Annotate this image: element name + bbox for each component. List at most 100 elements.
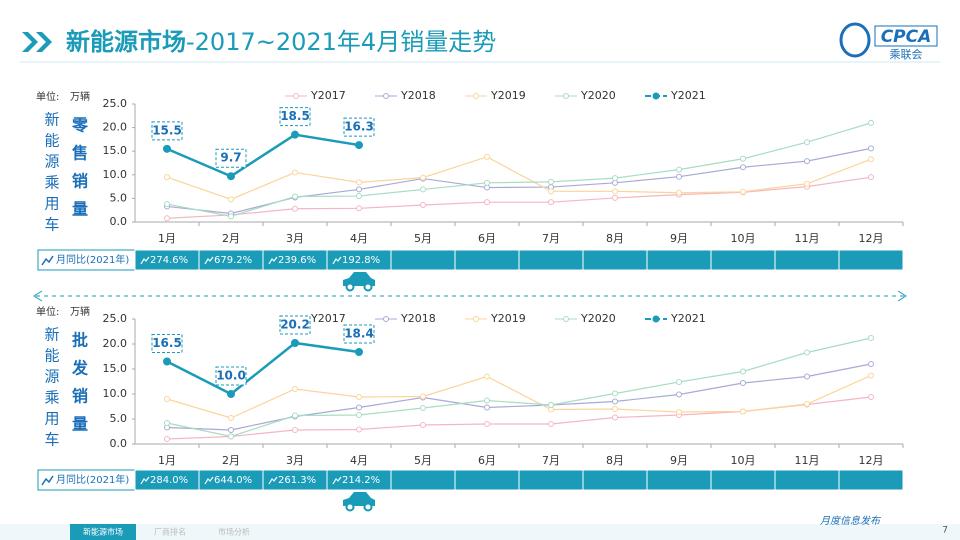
metric-label: 售 xyxy=(72,144,88,163)
series-marker xyxy=(484,153,490,160)
series-line xyxy=(166,122,872,217)
series-marker xyxy=(868,145,874,152)
series-marker xyxy=(804,349,810,356)
series-marker xyxy=(228,213,234,220)
logo-text: CPCA xyxy=(881,27,932,47)
side-label: 用 xyxy=(44,410,59,428)
car-wheel xyxy=(345,502,355,512)
yoy-value: 261.3% xyxy=(278,475,316,486)
title-chevron xyxy=(22,32,52,52)
series-marker xyxy=(163,357,171,366)
series-line xyxy=(166,341,360,396)
legend-label: Y2020 xyxy=(580,312,616,325)
yoy-cell xyxy=(838,249,904,271)
series-marker xyxy=(868,335,874,341)
metric-label: 销 xyxy=(72,172,88,191)
series-marker xyxy=(291,130,299,139)
metric-label: 批 xyxy=(72,331,88,350)
value-label-box xyxy=(151,121,183,141)
x-tick-label: 3月 xyxy=(286,454,304,467)
y-tick-label: 10.0 xyxy=(103,168,128,181)
series-marker xyxy=(356,205,362,212)
value-label: 16.3 xyxy=(344,120,374,134)
x-tick-label: 6月 xyxy=(478,232,496,245)
series-line xyxy=(166,363,872,431)
series-marker xyxy=(292,205,298,212)
yoy-cell-icon xyxy=(268,476,278,485)
value-label-box xyxy=(151,334,183,353)
legend-label: Y2018 xyxy=(400,89,436,102)
series-marker xyxy=(292,169,298,176)
y-tick-label: 25.0 xyxy=(103,312,128,325)
yoy-value: 214.2% xyxy=(342,475,380,486)
y-tick-label: 10.0 xyxy=(103,387,128,400)
side-label: 乘 xyxy=(44,174,59,192)
yoy-cell xyxy=(518,469,584,491)
series-marker xyxy=(164,420,170,426)
series-marker xyxy=(292,193,298,200)
series-marker xyxy=(740,188,746,195)
yoy-cell-icon xyxy=(204,476,214,485)
series-marker xyxy=(484,421,490,427)
side-label: 乘 xyxy=(44,389,59,407)
yoy-cell xyxy=(582,469,648,491)
yoy-cell xyxy=(774,469,840,491)
yoy-cell xyxy=(390,249,456,271)
series-marker xyxy=(740,164,746,171)
series-marker xyxy=(484,397,490,404)
series-marker xyxy=(356,412,362,418)
yoy-cell xyxy=(454,249,520,271)
yoy-value: 274.6% xyxy=(150,255,188,266)
series-marker xyxy=(484,179,490,186)
series-marker xyxy=(164,201,170,208)
unit-label: 单位: xyxy=(36,90,59,103)
series-marker xyxy=(292,412,298,419)
unit: 万辆 xyxy=(70,305,90,318)
logo-box xyxy=(874,25,938,47)
side-label: 源 xyxy=(44,368,59,386)
value-label-box xyxy=(215,148,247,168)
x-tick-label: 6月 xyxy=(478,454,496,467)
y-tick-label: 5.0 xyxy=(110,412,128,425)
series-marker xyxy=(740,368,746,375)
legend-marker xyxy=(383,93,389,99)
value-label-box xyxy=(343,324,375,344)
value-label: 16.5 xyxy=(152,336,182,350)
series-marker xyxy=(420,186,426,193)
series-marker xyxy=(355,348,363,356)
series-marker xyxy=(548,421,554,427)
series-marker xyxy=(868,156,874,163)
series-marker xyxy=(612,398,618,405)
series-marker xyxy=(228,433,234,440)
car-wheel xyxy=(363,502,373,512)
value-label: 20.2 xyxy=(280,318,310,332)
series-marker xyxy=(868,372,874,379)
yoy-cell xyxy=(710,469,776,491)
yoy-cell xyxy=(646,469,712,491)
series-marker xyxy=(676,173,682,180)
series-marker xyxy=(868,174,874,181)
logo-sub: 乘联会 xyxy=(890,48,923,61)
yoy-cell-icon xyxy=(204,256,214,265)
series-marker xyxy=(612,390,618,397)
x-tick-label: 5月 xyxy=(414,454,432,467)
series-marker xyxy=(355,141,363,150)
footer-tab[interactable]: 新能源市场 xyxy=(83,527,123,537)
yoy-value: 644.0% xyxy=(214,475,252,486)
x-tick-label: 9月 xyxy=(670,454,688,467)
title: 新能源市场-2017~2021年4月销量走势 xyxy=(66,28,496,56)
x-tick-label: 7月 xyxy=(542,454,560,467)
footer-tab[interactable]: 市场分析 xyxy=(218,527,250,537)
series-marker xyxy=(676,166,682,173)
legend-label: Y2017 xyxy=(310,312,346,325)
value-label: 10.0 xyxy=(216,369,246,383)
side-label: 源 xyxy=(44,153,59,171)
series-marker xyxy=(420,174,426,181)
footer-tab[interactable]: 厂商排名 xyxy=(154,527,186,537)
x-tick-label: 4月 xyxy=(350,454,368,467)
series-marker xyxy=(548,178,554,185)
x-tick-label: 1月 xyxy=(158,232,176,245)
divider-arrows xyxy=(33,290,907,302)
series-line xyxy=(166,156,872,200)
value-label-box xyxy=(279,107,311,127)
